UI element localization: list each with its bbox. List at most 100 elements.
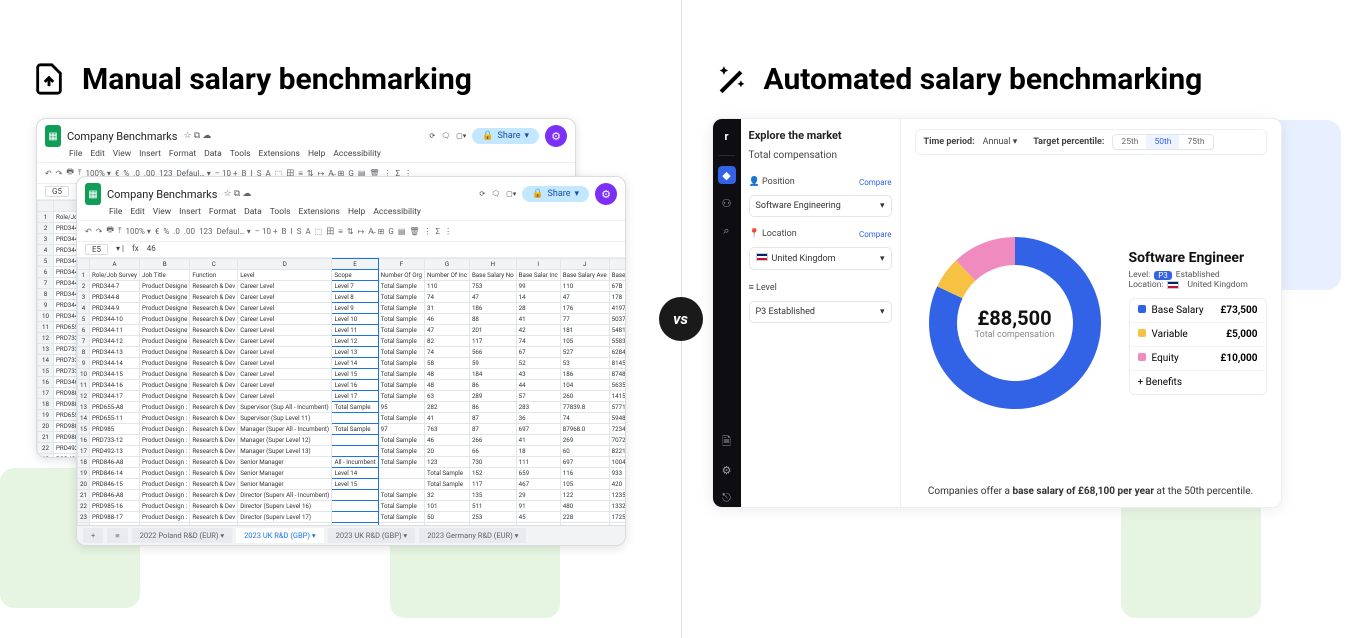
toolbar-button[interactable]: – 10 + — [255, 227, 278, 236]
toolbar-button[interactable]: .00 — [184, 227, 195, 236]
toolbar-button[interactable]: ↦ — [358, 227, 365, 236]
toolbar-button[interactable]: Defaul… ▾ — [216, 227, 250, 236]
sheet-tab[interactable]: 2023 UK R&D (GBP) ▾ — [236, 528, 324, 543]
history-icon[interactable]: ⟳ — [429, 132, 435, 140]
rail-search-icon[interactable]: ⌕ — [718, 222, 736, 240]
toolbar-button[interactable]: ↶ — [85, 227, 92, 236]
toolbar-button[interactable]: ≡ — [338, 227, 343, 236]
toolbar-button[interactable]: % — [163, 227, 169, 236]
toolbar-button[interactable]: I — [291, 227, 293, 236]
menu-item[interactable]: File — [69, 149, 82, 159]
menu-bar[interactable]: File Edit View Insert Format Data Tools Extensi… — [37, 149, 575, 162]
sheet-tab[interactable]: 2023 UK R&D (GBP) ▾ — [328, 528, 416, 543]
toolbar-button[interactable]: ⋮ — [444, 227, 452, 236]
nav-rail[interactable]: r ◆ ⚇ ⌕ 🗎 ⚙ ⎋ — [713, 119, 741, 507]
breakdown-level: Level: P3 Established — [1129, 270, 1267, 280]
compare-link[interactable]: Compare — [859, 178, 892, 187]
toolbar-button[interactable]: A — [305, 227, 310, 236]
location-select[interactable]: United Kingdom▾ — [749, 247, 892, 270]
position-select[interactable]: Software Engineering▾ — [749, 195, 892, 217]
menu-item[interactable]: View — [153, 207, 171, 217]
sheet-tab[interactable]: 2022 Poland R&D (EUR) ▾ — [132, 528, 232, 543]
toolbar-button[interactable]: G — [388, 227, 393, 236]
meet-icon[interactable]: ▢▾ — [506, 190, 516, 198]
menu-bar[interactable]: File Edit View Insert Format Data Tools Extensi… — [77, 207, 625, 220]
toolbar-button[interactable]: ↶ — [45, 169, 52, 178]
account-avatar[interactable]: ⚙ — [595, 183, 617, 205]
spreadsheet-front: ▦ Company Benchmarks ☆ ⧉ ☁ ⟳ 🗨 ▢▾ 🔒 Shar… — [76, 176, 626, 546]
doc-title: Company Benchmarks — [107, 188, 217, 201]
flag-icon — [1167, 281, 1179, 289]
menu-item[interactable]: File — [109, 207, 122, 217]
side-subtitle: Total compensation — [749, 150, 892, 161]
share-button[interactable]: 🔒 Share ▾ — [472, 128, 539, 144]
star-icon[interactable]: ☆ ⧉ ☁ — [183, 131, 211, 141]
formula-bar[interactable]: E5▾ |fx46 — [77, 242, 625, 258]
percentile-pill[interactable]: 50th — [1146, 135, 1179, 149]
toolbar-button[interactable]: 100% ▾ — [126, 227, 151, 236]
percentile-pill[interactable]: 25th — [1113, 135, 1146, 149]
rail-people-icon[interactable]: ⚇ — [718, 194, 736, 212]
toolbar-button[interactable]: 田 — [326, 226, 334, 237]
toolbar-button[interactable]: B — [282, 227, 287, 236]
sheets-icon: ▦ — [85, 183, 101, 205]
comment-icon[interactable]: 🗨 — [441, 132, 450, 140]
sheet-tab[interactable]: + — [83, 528, 103, 543]
toolbar-button[interactable]: 🗑 — [409, 227, 419, 236]
menu-item[interactable]: Accessibility — [373, 207, 421, 217]
toolbar-button[interactable]: A̶ — [368, 227, 373, 236]
rail-explore-icon[interactable]: ◆ — [718, 166, 736, 184]
menu-item[interactable]: Help — [308, 149, 325, 159]
sheet-tab[interactable]: ≡ — [107, 528, 127, 543]
toolbar-button[interactable]: € — [155, 227, 160, 236]
toolbar-button[interactable]: ⬚ — [315, 227, 323, 236]
toolbar-button[interactable]: 🖶 — [66, 166, 74, 180]
menu-item[interactable]: Insert — [179, 207, 201, 217]
menu-item[interactable]: Data — [204, 149, 222, 159]
target-percentile-label: Target percentile: — [1033, 137, 1104, 147]
toolbar-button[interactable]: ↷ — [96, 227, 103, 236]
menu-item[interactable]: Help — [348, 207, 365, 217]
time-period-select[interactable]: Annual ▾ — [983, 137, 1018, 147]
percentile-pills[interactable]: 25th50th75th — [1112, 134, 1213, 150]
history-icon[interactable]: ⟳ — [479, 190, 485, 198]
percentile-pill[interactable]: 75th — [1179, 135, 1212, 149]
left-title-text: Manual salary benchmarking — [82, 62, 472, 97]
toolbar-button[interactable]: ↷ — [56, 169, 63, 178]
toolbar-button[interactable]: Σ — [436, 227, 441, 236]
menu-item[interactable]: Tools — [230, 149, 251, 159]
toolbar-button[interactable]: ▤ — [398, 227, 406, 236]
toolbar-button[interactable]: ⋮ — [424, 227, 432, 236]
menu-item[interactable]: Extensions — [259, 149, 300, 159]
rail-clipboard-icon[interactable]: 🗎 — [718, 433, 736, 451]
menu-item[interactable]: Tools — [270, 207, 291, 217]
toolbar-button[interactable]: ⊞ — [378, 227, 385, 236]
menu-item[interactable]: Accessibility — [333, 149, 381, 159]
menu-item[interactable]: Format — [169, 149, 196, 159]
sheet-tabs[interactable]: + ≡ 2022 Poland R&D (EUR) ▾ 2023 UK R&D (GB… — [77, 525, 625, 545]
sheet-tab[interactable]: 2023 Germany R&D (EUR) ▾ — [419, 528, 526, 543]
rail-logout-icon[interactable]: ⎋ — [718, 489, 736, 507]
level-select[interactable]: P3 Established▾ — [749, 301, 892, 323]
toolbar[interactable]: ↶ ↷🖶 ⤒ 100% ▾ €% .0 .00 123Defaul… ▾ – 10 + BISA ⬚… — [77, 220, 625, 242]
menu-item[interactable]: Extensions — [299, 207, 340, 217]
menu-item[interactable]: Data — [244, 207, 262, 217]
menu-item[interactable]: View — [113, 149, 131, 159]
menu-item[interactable]: Edit — [130, 207, 144, 217]
compare-link[interactable]: Compare — [859, 230, 892, 239]
toolbar-button[interactable]: 🖶 — [106, 224, 114, 238]
account-avatar[interactable]: ⚙ — [545, 125, 567, 147]
menu-item[interactable]: Insert — [139, 149, 161, 159]
toolbar-button[interactable]: ⤒ — [118, 226, 122, 236]
menu-item[interactable]: Format — [209, 207, 236, 217]
meet-icon[interactable]: ▢▾ — [456, 132, 466, 140]
comment-icon[interactable]: 🗨 — [491, 190, 500, 198]
toolbar-button[interactable]: .0 — [173, 227, 180, 236]
menu-item[interactable]: Edit — [90, 149, 104, 159]
toolbar-button[interactable]: ⇅ — [347, 227, 354, 236]
share-button[interactable]: 🔒 Share ▾ — [522, 186, 589, 202]
star-icon[interactable]: ☆ ⧉ ☁ — [223, 189, 251, 199]
toolbar-button[interactable]: S — [297, 227, 302, 236]
rail-settings-icon[interactable]: ⚙ — [718, 461, 736, 479]
toolbar-button[interactable]: 123 — [199, 227, 213, 236]
